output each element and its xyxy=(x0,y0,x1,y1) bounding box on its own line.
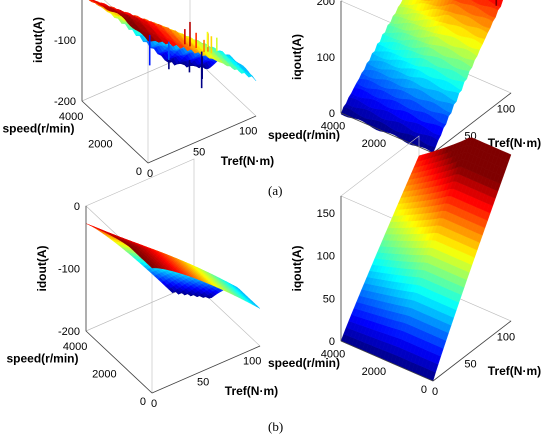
surface-plot-a-right: 0501000200040000100200iqout(A)speed(r/mi… xyxy=(268,0,541,170)
surface xyxy=(85,223,261,309)
surface-plot-b-right: 050100020004000050100150iqout(A)speed(r/… xyxy=(268,135,541,398)
surface xyxy=(88,0,257,82)
x-tick-label: 50 xyxy=(464,359,476,371)
z-axis-label: iqout(A) xyxy=(290,34,304,80)
axis-lines xyxy=(85,206,261,394)
z-tick-label: 100 xyxy=(317,52,335,64)
z-tick-label: 200 xyxy=(317,0,335,8)
x-tick-label: 100 xyxy=(239,125,257,137)
surface xyxy=(340,137,512,382)
surface-patch xyxy=(253,304,261,309)
y-axis xyxy=(340,112,434,154)
x-axis-label: Tref(N·m) xyxy=(221,154,274,168)
x-tick-label: 0 xyxy=(151,398,157,410)
y-tick-label: 2000 xyxy=(362,138,386,150)
surface-patch xyxy=(496,0,504,8)
caption-a: (a) xyxy=(268,183,283,198)
x-tick-label: 100 xyxy=(497,331,515,343)
surface-patch xyxy=(472,0,479,4)
x-tick-label: 0 xyxy=(432,386,438,398)
z-tick-label: -100 xyxy=(54,35,76,47)
y-tick-label: 0 xyxy=(140,396,146,408)
y-tick-label: 4000 xyxy=(59,111,83,123)
z-tick-label: -100 xyxy=(58,264,80,276)
z-tick-label: 150 xyxy=(317,208,335,220)
z-axis-label: iqout(A) xyxy=(290,246,304,292)
z-tick-label: 0 xyxy=(329,108,335,120)
y-tick-label: 0 xyxy=(136,166,142,178)
y-tick-label: 4000 xyxy=(63,341,87,353)
surface-patch xyxy=(424,0,429,2)
z-tick-label: 50 xyxy=(323,293,335,305)
z-axis-label: idout(A) xyxy=(31,17,45,63)
x-axis xyxy=(432,320,512,382)
y-tick-label: 0 xyxy=(421,384,427,396)
surface-patch xyxy=(504,152,512,163)
z-axis-label: idout(A) xyxy=(35,246,49,292)
x-axis xyxy=(147,115,257,164)
surface-patch xyxy=(456,0,462,3)
x-axis xyxy=(151,345,261,394)
x-tick-label: 50 xyxy=(197,377,209,389)
y-axis xyxy=(85,330,153,394)
surface xyxy=(340,0,504,154)
x-axis xyxy=(432,92,512,154)
y-axis-label: speed(r/min) xyxy=(268,356,340,370)
y-tick-label: 4000 xyxy=(321,348,345,360)
surface-patch xyxy=(249,73,257,82)
z-tick-label: 100 xyxy=(317,251,335,263)
x-axis-label: Tref(N·m) xyxy=(488,364,541,378)
y-tick-label: 2000 xyxy=(92,368,116,380)
z-tick-label: -200 xyxy=(58,326,80,338)
z-tick-label: 0 xyxy=(329,336,335,348)
y-axis-label: speed(r/min) xyxy=(3,122,75,136)
surface-patch xyxy=(459,0,466,4)
y-axis xyxy=(340,340,434,382)
y-axis-label: speed(r/min) xyxy=(7,352,79,366)
y-axis xyxy=(81,100,149,164)
surface-patch xyxy=(452,0,458,2)
surface-plot-a-left: 0501000200040000-100-200idout(A)speed(r/… xyxy=(3,0,274,180)
x-axis-label: Tref(N·m) xyxy=(225,384,278,398)
surface-patch xyxy=(427,0,433,2)
x-tick-label: 100 xyxy=(497,103,515,115)
y-tick-label: 4000 xyxy=(321,120,345,132)
x-tick-label: 50 xyxy=(193,147,205,159)
axis-lines xyxy=(81,0,257,164)
x-axis-label: Tref(N·m) xyxy=(488,136,541,150)
axis-lines xyxy=(340,196,512,382)
x-tick-label: 100 xyxy=(243,355,261,367)
x-tick-label: 0 xyxy=(147,168,153,180)
surface-patch xyxy=(489,0,495,4)
z-tick-label: -200 xyxy=(54,96,76,108)
surface-patch xyxy=(420,0,426,1)
surface-plot-b-left: 0 50 100 0 2000 4000 0 -100 -200 idout(A) speed(r/… xyxy=(7,158,278,410)
y-tick-label: 2000 xyxy=(362,366,386,378)
y-axis-label: speed(r/min) xyxy=(268,128,340,142)
caption-b: (b) xyxy=(268,419,284,434)
axis-lines xyxy=(340,1,512,154)
y-tick-label: 2000 xyxy=(88,138,112,150)
side-wall xyxy=(85,205,153,394)
z-tick-label: 0 xyxy=(74,201,80,213)
